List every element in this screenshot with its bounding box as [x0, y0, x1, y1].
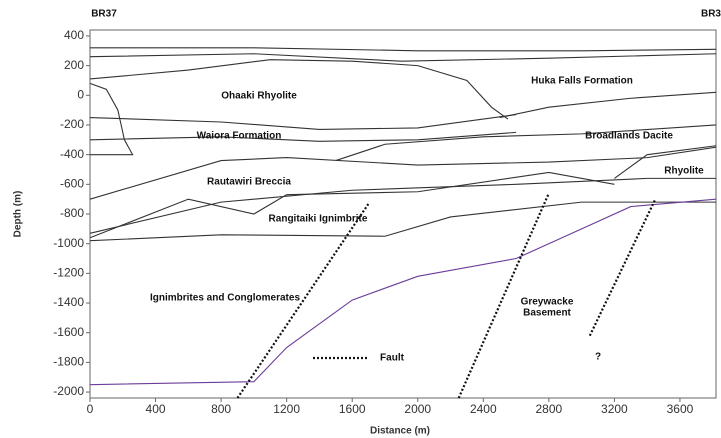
y-tick-label: -1000: [53, 236, 84, 250]
y-tick-label: 0: [77, 87, 84, 101]
annotation: Ohaaki Rhyolite: [221, 91, 297, 102]
y-tick-label: -200: [60, 117, 84, 131]
annotation: Basement: [523, 308, 571, 319]
x-tick-label: 0: [87, 402, 94, 416]
x-tick-label: 2000: [404, 402, 431, 416]
x-tick-label: 400: [146, 402, 166, 416]
x-tick-label: 3200: [601, 402, 628, 416]
x-tick-label: 1200: [273, 402, 300, 416]
boundary-line: [500, 92, 716, 117]
y-tick-label: -800: [60, 206, 84, 220]
annotation: Greywacke: [521, 297, 574, 308]
x-axis-label: Distance (m): [370, 426, 430, 437]
boundary-line: [90, 115, 516, 130]
y-tick-label: -1400: [53, 295, 84, 309]
annotation: Broadlands Dacite: [585, 131, 673, 142]
boundary-line: [90, 132, 516, 141]
x-tick-label: 2400: [470, 402, 497, 416]
y-tick-label: -400: [60, 147, 84, 161]
y-tick-label: 200: [64, 58, 84, 72]
annotation: Rangitaiki Ignimbrite: [269, 214, 368, 225]
well-label: BR37: [91, 9, 117, 20]
fault-line: [590, 199, 656, 336]
y-tick-label: -1600: [53, 325, 84, 339]
y-tick-label: -2000: [53, 384, 84, 398]
x-tick-label: 800: [211, 402, 231, 416]
annotation: Rautawiri Breccia: [207, 177, 291, 188]
boundary-line: [90, 178, 716, 233]
y-axis-label: Depth (m): [13, 191, 24, 238]
y-tick-label: -600: [60, 176, 84, 190]
boundary-line: [90, 54, 716, 61]
y-tick-label: -1800: [53, 355, 84, 369]
annotation: Rhyolite: [664, 166, 704, 177]
boundary-line: [90, 60, 508, 119]
x-tick-label: 1600: [339, 402, 366, 416]
annotation: Ignimbrites and Conglomerates: [150, 293, 300, 304]
well-label: BR3: [701, 9, 721, 20]
annotation: Huka Falls Formation: [531, 76, 633, 87]
y-tick-label: -1200: [53, 266, 84, 280]
annotation: Fault: [380, 353, 405, 364]
annotation: Waiora Formation: [197, 131, 282, 142]
y-tick-label: 400: [64, 28, 84, 42]
boundary-line: [90, 48, 716, 51]
chart: BR37 BR3 Distance (m) Depth (m) 4002000-…: [0, 0, 721, 438]
annotation: ?: [595, 352, 601, 363]
x-tick-label: 2800: [535, 402, 562, 416]
fault-line: [459, 193, 549, 398]
boundary-line: [90, 202, 716, 241]
x-tick-label: 3600: [667, 402, 694, 416]
